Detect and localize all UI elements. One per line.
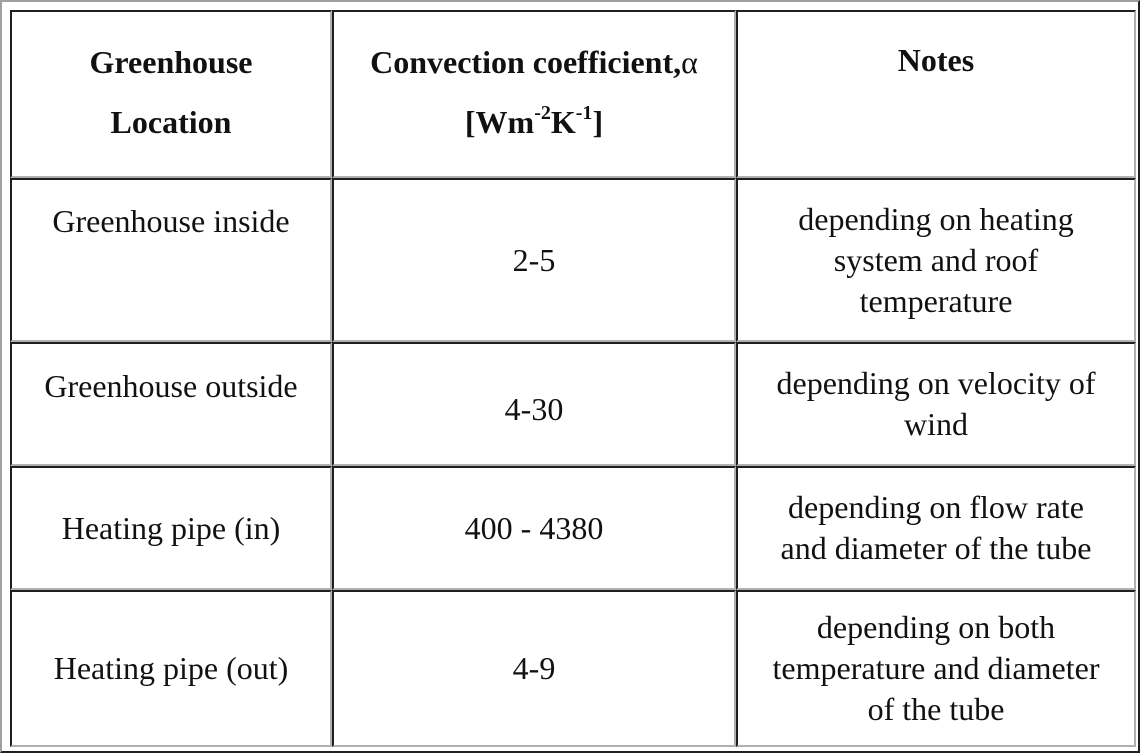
row1-value: 2-5 <box>332 178 736 342</box>
row2-location: Greenhouse outside <box>10 342 332 466</box>
header-location-line2: Location <box>110 104 232 140</box>
row2-value: 4-30 <box>332 342 736 466</box>
header-notes: Notes <box>736 10 1136 178</box>
row4-value: 4-9 <box>332 590 736 747</box>
row2-notes: depending on velocity of wind <box>736 342 1136 466</box>
header-location: Greenhouse Location <box>10 10 332 178</box>
row3-location: Heating pipe (in) <box>10 466 332 590</box>
alpha-symbol: α <box>681 44 698 80</box>
row4-notes: depending on both temperature and diamet… <box>736 590 1136 747</box>
header-convection-coefficient: Convection coefficient,α [Wm-2K-1] <box>332 10 736 178</box>
row3-value: 400 - 4380 <box>332 466 736 590</box>
row1-notes: depending on heating system and roof tem… <box>736 178 1136 342</box>
header-coefficient-unit: [Wm-2K-1] <box>464 102 604 140</box>
row1-location: Greenhouse inside <box>10 178 332 342</box>
header-location-line1: Greenhouse <box>89 44 253 80</box>
header-coefficient-title: Convection coefficient,α <box>370 44 698 80</box>
row4-location: Heating pipe (out) <box>10 590 332 747</box>
row3-notes: depending on flow rate and diameter of t… <box>736 466 1136 590</box>
